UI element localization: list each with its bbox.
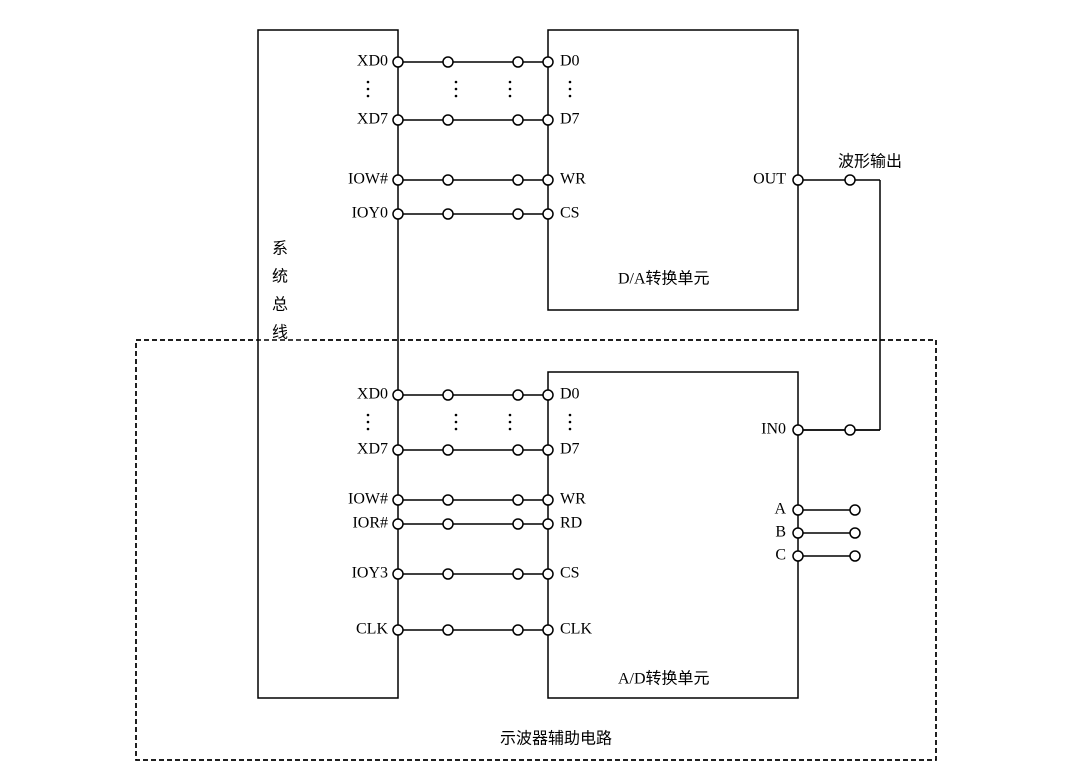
ad-row-1-bus-label: XD7 (357, 441, 388, 458)
ad-row-0-unit-label: D0 (560, 386, 580, 403)
ad-row-5-unit-label: CLK (560, 621, 592, 638)
waveform-output-label: 波形输出 (838, 153, 902, 171)
ad-row-2-bus-label: IOW# (348, 491, 388, 508)
da-unit-title: D/A转换单元 (618, 270, 710, 288)
system-bus-label: 统 (272, 268, 288, 286)
ad-row-4-unit-label: CS (560, 565, 580, 582)
system-bus-label: 系 (272, 240, 288, 258)
ad-row-0-bus-label: XD0 (357, 386, 388, 403)
ad-right-label-2: B (775, 524, 786, 541)
diagram-svg: 示波器辅助电路系统总线D/A转换单元A/D转换单元系统总线XD0D0XD7D7I… (0, 0, 1068, 765)
da-row-2-unit-label: WR (560, 171, 586, 188)
da-row-2-bus-label: IOW# (348, 171, 388, 188)
ad-row-5-bus-label: CLK (356, 621, 388, 638)
ad-unit-title: A/D转换单元 (618, 670, 710, 688)
da-row-0-bus-label: XD0 (357, 53, 388, 70)
ad-right-label-1: A (774, 501, 786, 518)
system-bus-label: 总 (272, 296, 288, 314)
da-row-1-unit-label: D7 (560, 111, 580, 128)
ad-row-3-bus-label: IOR# (352, 515, 388, 532)
da-row-1-bus-label: XD7 (357, 111, 388, 128)
ad-row-3-unit-label: RD (560, 515, 582, 532)
da-row-3-bus-label: IOY0 (352, 205, 388, 222)
da-row-3-unit-label: CS (560, 205, 580, 222)
ad-right-label-0: IN0 (761, 421, 786, 438)
dashed-box-title: 示波器辅助电路 (500, 730, 612, 748)
da-out-label: OUT (753, 171, 786, 188)
da-row-0-unit-label: D0 (560, 53, 580, 70)
ad-row-2-unit-label: WR (560, 491, 586, 508)
ad-row-1-unit-label: D7 (560, 441, 580, 458)
system-bus-label: 线 (272, 324, 288, 342)
ad-right-label-3: C (775, 547, 786, 564)
ad-row-4-bus-label: IOY3 (352, 565, 388, 582)
